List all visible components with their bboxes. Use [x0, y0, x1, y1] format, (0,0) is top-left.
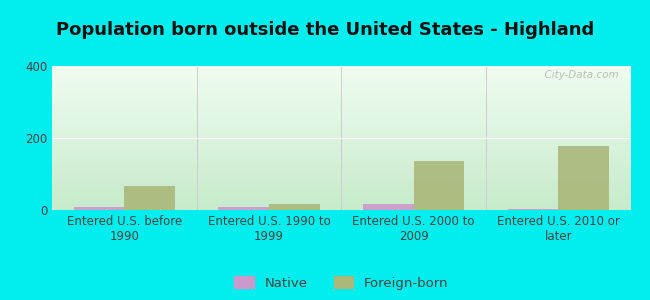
- Bar: [269, 203, 320, 210]
- Bar: [508, 209, 558, 210]
- Bar: [558, 146, 609, 210]
- Legend: Native, Foreign-born: Native, Foreign-born: [234, 276, 448, 290]
- Bar: [73, 208, 124, 210]
- Bar: [218, 208, 269, 210]
- Bar: [363, 203, 413, 210]
- Bar: [413, 161, 464, 210]
- Text: City-Data.com: City-Data.com: [538, 70, 619, 80]
- Text: Population born outside the United States - Highland: Population born outside the United State…: [56, 21, 594, 39]
- Bar: [124, 185, 175, 210]
